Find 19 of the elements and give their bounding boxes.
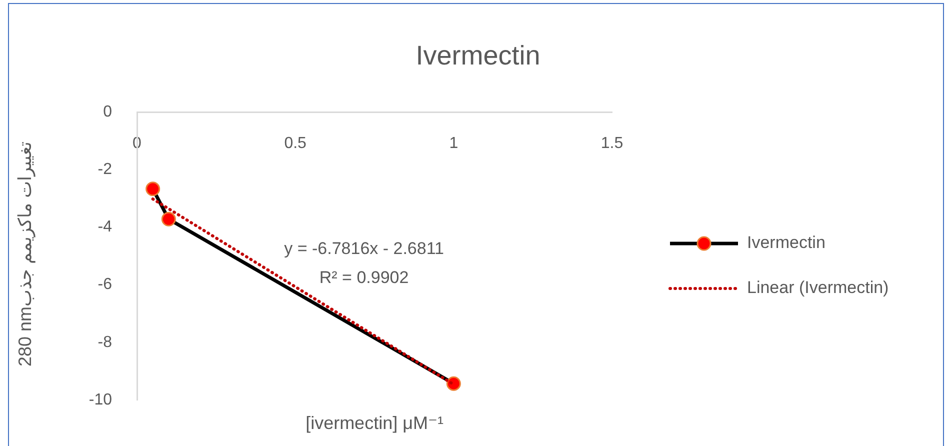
x-axis-title: [ivermectin] μM⁻¹ [306, 412, 444, 433]
x-tick-label: 1 [449, 135, 458, 152]
legend-label: Ivermectin [747, 233, 826, 252]
y-tick-label: -2 [98, 161, 112, 178]
point [146, 182, 160, 196]
y-tick-label: -4 [98, 218, 112, 236]
y-tick-label: -10 [88, 391, 112, 408]
point [446, 376, 461, 391]
annotation: R² = 0.9902 [319, 268, 409, 287]
y-tick-label: -6 [98, 276, 112, 294]
y-tick-label: 0 [103, 103, 112, 120]
legend-label: Linear (Ivermectin) [747, 278, 889, 298]
x-tick-label: 0.5 [284, 135, 307, 152]
y-axis-title: 280 nmتغییرات ماکزیمم جذب [14, 141, 36, 367]
annotation: y = -6.7816x - 2.6811 [284, 238, 444, 258]
point [161, 212, 176, 226]
y-tick-label: -8 [98, 334, 112, 351]
chart-title: Ivermectin [416, 40, 540, 70]
x-tick-label: 1.5 [600, 135, 624, 152]
